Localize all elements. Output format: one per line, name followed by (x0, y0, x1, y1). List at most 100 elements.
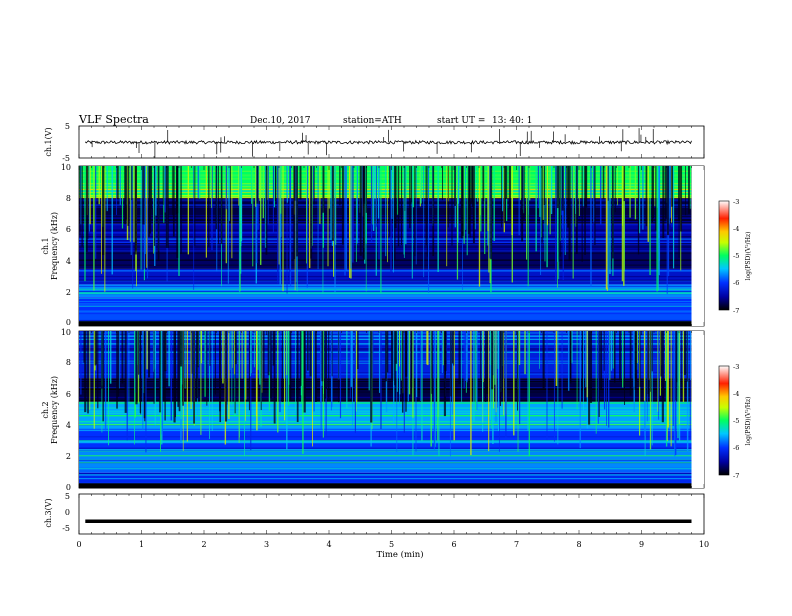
spectrogram-striation (79, 223, 692, 226)
spectrogram-gap (467, 166, 470, 234)
spectrogram-burst (599, 166, 602, 225)
spectrogram-gap (341, 166, 344, 245)
spectrogram-burst (253, 331, 255, 368)
spectrogram-striation (79, 246, 692, 248)
ch1-cbar-tick-m4: -4 (733, 225, 739, 233)
spectrogram-burst (466, 331, 468, 383)
spectrogram-striation (79, 234, 692, 237)
spectrogram-striation (79, 407, 692, 409)
spectrogram-burst (146, 331, 148, 370)
spectrogram-burst (199, 166, 201, 199)
spectrogram-striation (79, 381, 692, 383)
spectrogram-burst (391, 166, 393, 219)
spectrogram-gap (558, 166, 560, 262)
spectrogram-burst (498, 331, 500, 452)
spectrogram-burst (238, 331, 240, 444)
spectrogram-burst (583, 331, 584, 411)
ch1-spec-ytick-6: 6 (66, 225, 71, 234)
spectrogram-burst (672, 166, 675, 269)
spectrogram-gap (309, 331, 312, 377)
ch1-cbar-tick-m6: -6 (733, 279, 739, 287)
spectrogram-gap (299, 166, 302, 200)
spectrogram-burst (116, 166, 117, 215)
ch1-cbar-tick-m3: -3 (733, 198, 739, 206)
spectrogram-striation (79, 183, 692, 185)
spectrogram-burst (109, 331, 112, 384)
spectrogram-burst (464, 166, 466, 230)
spectrogram-burst (390, 166, 392, 273)
spectrogram-burst (482, 331, 484, 383)
x-tick-label: 2 (201, 540, 206, 549)
spectrogram-burst (180, 331, 182, 420)
spectrogram-margin (691, 331, 704, 488)
spectrogram-gap (585, 166, 587, 207)
spectrogram-gap (491, 331, 494, 390)
spectrogram-striation (79, 248, 692, 250)
spectrogram-burst (528, 331, 530, 457)
spectrogram-burst (638, 166, 641, 234)
ch1-colorbar (718, 200, 730, 311)
spectrogram-burst (537, 166, 539, 209)
spectrogram-burst (368, 331, 370, 391)
spectrogram-gap (194, 166, 196, 246)
spectrogram-burst (557, 331, 559, 445)
spectrogram-striation (79, 449, 692, 451)
spectrogram-burst (356, 331, 358, 403)
spectrogram-burst (433, 331, 436, 450)
spectrogram-burst (241, 331, 243, 379)
spectrogram-burst (225, 166, 227, 264)
spectrogram-gap (179, 331, 183, 367)
spectrogram-burst (488, 166, 490, 273)
spectrogram-burst (407, 331, 410, 402)
spectrogram-burst (493, 166, 495, 242)
x-tick-label: 8 (576, 540, 581, 549)
spectrogram-gap (150, 166, 153, 209)
spectrogram-burst (141, 166, 143, 271)
spectrogram-striation (79, 474, 692, 476)
spectrogram-burst (403, 166, 405, 258)
spectrogram-gap (607, 166, 609, 201)
spectrogram-burst (505, 331, 507, 438)
spectrogram-burst (666, 331, 668, 442)
spectrogram-burst (245, 331, 247, 400)
spectrogram-gap (314, 331, 317, 403)
spectrogram-burst (193, 166, 195, 290)
ch1-waveform-trace (84, 128, 692, 158)
spectrogram-striation (79, 280, 692, 282)
spectrogram-burst (463, 331, 465, 389)
spectrogram-gap (451, 166, 453, 246)
spectrogram-burst (518, 331, 521, 365)
spectrogram-gap (680, 166, 683, 232)
spectrogram-striation (79, 184, 692, 186)
spectrogram-burst (277, 331, 279, 433)
spectrogram-burst (606, 166, 608, 291)
spectrogram-gap (225, 331, 228, 422)
spectrogram-burst (205, 166, 207, 258)
spectrogram-striation (79, 470, 692, 472)
spectrogram-striation (79, 250, 692, 252)
ch2-cbar-tick-m5: -5 (733, 417, 739, 425)
spectrogram-burst (415, 166, 417, 265)
spectrogram-striation (79, 420, 692, 423)
spectrogram-gap (339, 166, 341, 206)
spectrogram-burst (426, 331, 428, 365)
spectrogram-gap (523, 166, 525, 220)
spectrogram-burst (474, 166, 476, 230)
spectrogram-burst (197, 166, 199, 199)
spectrogram-burst (657, 331, 659, 412)
spectrogram-striation (79, 440, 692, 443)
spectrogram-burst (244, 331, 245, 457)
spectrogram-burst (350, 166, 352, 269)
spectrogram-burst (256, 331, 258, 431)
spectrogram-gap (197, 331, 199, 368)
ch1-spec-ylabel-channel: ch.1 (41, 237, 50, 254)
spectrogram-gap (661, 331, 664, 423)
spectrogram-striation (79, 313, 692, 315)
spectrogram-gap (220, 166, 223, 245)
spectrogram-gap (164, 331, 166, 421)
spectrogram-burst (434, 331, 436, 447)
spectrogram-striation (79, 243, 692, 246)
spectrogram-striation (79, 232, 692, 234)
